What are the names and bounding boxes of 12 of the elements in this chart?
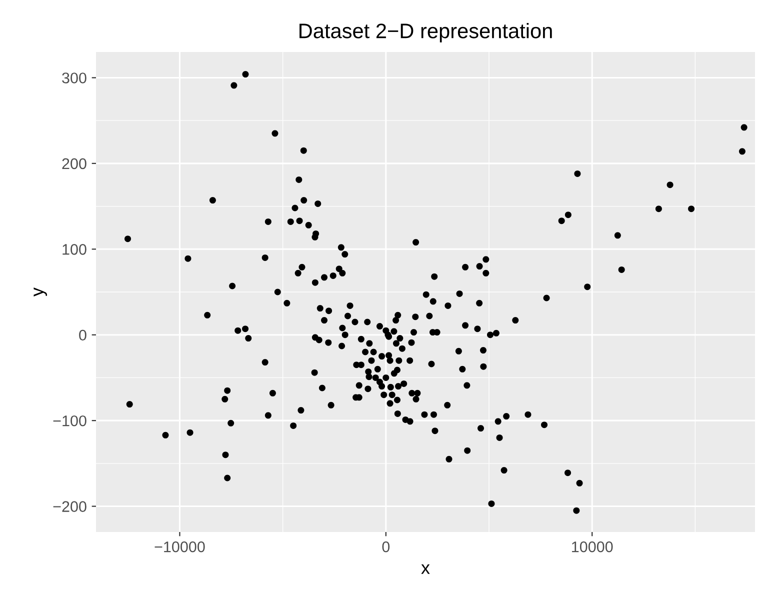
y-tick-label: −100 (53, 415, 86, 426)
y-tick-label: 200 (62, 158, 86, 170)
x-tick-label: 0 (382, 541, 390, 552)
y-tick-label: 0 (79, 330, 86, 341)
x-tick-label: 10000 (572, 541, 613, 552)
x-tick-label: −10000 (154, 541, 205, 552)
y-tick-label: 100 (62, 244, 86, 255)
y-tick-label: 300 (62, 72, 86, 84)
y-axis-title: y (34, 288, 48, 296)
chart-title: Dataset 2−D representation (300, 23, 552, 42)
y-tick-label: −200 (53, 501, 86, 512)
x-axis-title: x (421, 564, 430, 574)
